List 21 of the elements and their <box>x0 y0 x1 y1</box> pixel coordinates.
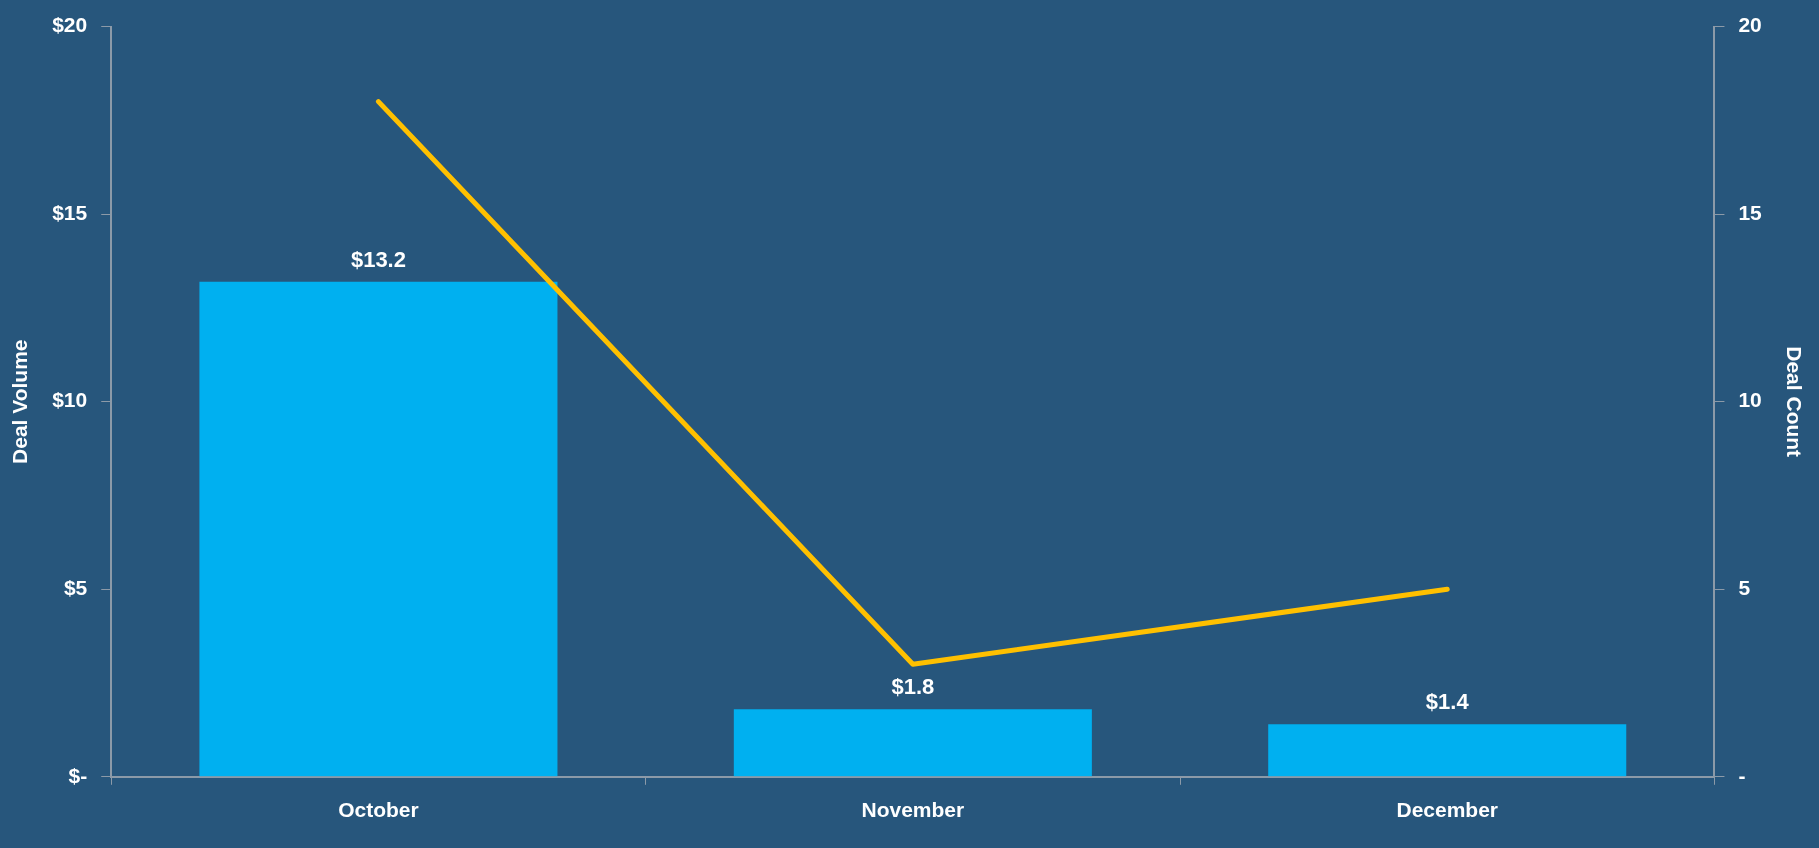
y2-tick-label: - <box>1738 763 1746 787</box>
bar <box>199 281 558 777</box>
y2-tick-label: 5 <box>1738 576 1751 600</box>
bar <box>733 709 1092 777</box>
data-label: $13.2 <box>350 246 406 272</box>
y-tick-label: $15 <box>52 200 88 224</box>
y2-tick-label: 15 <box>1738 200 1763 224</box>
x-tick-label: November <box>861 798 965 822</box>
y-tick-label: $20 <box>52 13 88 37</box>
data-label: $1.4 <box>1425 689 1470 715</box>
x-tick-label: December <box>1396 798 1499 822</box>
x-tick-label: October <box>338 798 419 822</box>
y2-axis-title: Deal Count <box>1782 346 1806 458</box>
y2-tick-label: 20 <box>1738 13 1762 37</box>
y-tick-label: $- <box>68 763 88 787</box>
y-tick-label: $10 <box>52 388 88 412</box>
y2-tick-label: 10 <box>1738 388 1762 412</box>
data-label: $1.8 <box>891 674 935 700</box>
y-axis-title: Deal Volume <box>8 339 32 464</box>
y-tick-label: $5 <box>63 576 88 600</box>
bar <box>1268 724 1627 777</box>
